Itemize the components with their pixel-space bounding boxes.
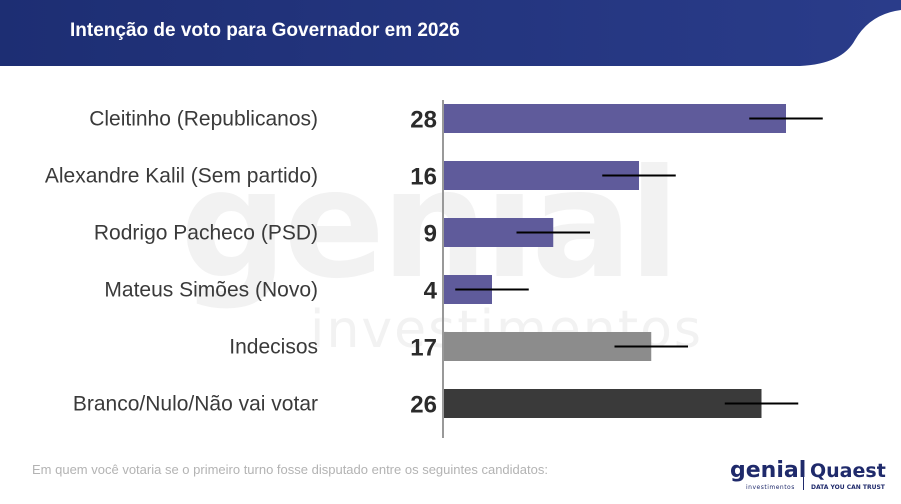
header-background [0, 0, 901, 66]
bar [443, 389, 762, 418]
category-label: Rodrigo Pacheco (PSD) [94, 222, 318, 245]
value-label: 16 [410, 164, 437, 191]
category-label: Mateus Simões (Novo) [104, 279, 318, 302]
quaest-logo-sub: DATA YOU CAN TRUST [811, 484, 885, 491]
value-label: 26 [410, 392, 437, 419]
value-label: 17 [410, 335, 437, 362]
category-label: Indecisos [229, 336, 318, 359]
logo-separator [803, 464, 804, 490]
genial-logo-sub: investimentos [746, 484, 795, 491]
genial-logo: genial [730, 458, 807, 483]
value-label: 28 [410, 107, 437, 134]
footnote: Em quem você votaria se o primeiro turno… [32, 462, 548, 477]
chart-title: Intenção de voto para Governador em 2026 [70, 20, 460, 41]
value-label: 9 [424, 221, 437, 248]
value-label: 4 [424, 278, 438, 305]
bar [443, 104, 786, 133]
category-label: Branco/Nulo/Não vai votar [73, 393, 318, 416]
quaest-logo: Quaest [810, 460, 886, 482]
category-label: Cleitinho (Republicanos) [89, 108, 318, 131]
header-banner: Intenção de voto para Governador em 2026 [0, 0, 901, 66]
category-label: Alexandre Kalil (Sem partido) [45, 165, 318, 188]
